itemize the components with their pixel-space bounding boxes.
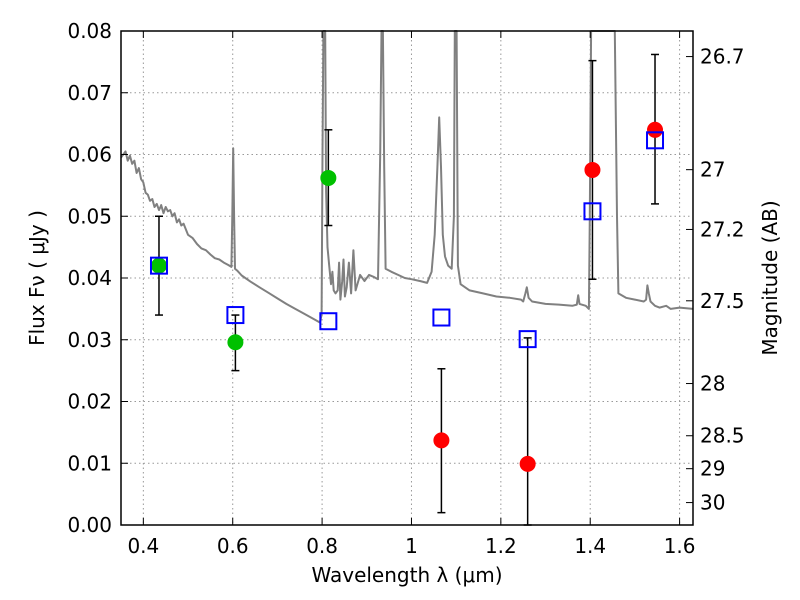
x-tick-label: 0.4 [127,534,159,558]
y-axis-label: Flux Fν ( μJy ) [25,210,49,346]
x-tick-label: 1.4 [574,534,606,558]
model-spectrum [120,30,694,324]
y-tick-label: 0.03 [67,328,112,352]
y-tick-label: 0.02 [67,390,112,414]
y-tick-label: 0.00 [67,513,112,537]
spectrum-line [120,30,694,324]
data-point [647,121,664,138]
model-point [583,202,602,221]
y2-tick-label: 28 [700,372,725,396]
model-point [319,312,338,331]
y2-tick-label: 27 [700,158,725,182]
x-tick-label: 1.6 [664,534,696,558]
y2-tick-label: 27.5 [700,289,745,313]
y-tick-label: 0.07 [67,81,112,105]
x-tick-label: 0.6 [217,534,249,558]
x-tick-label: 1 [405,534,418,558]
data-point [584,161,601,178]
data-point [433,432,450,449]
y-tick-label: 0.06 [67,143,112,167]
x-tick-labels: 0.4 0.6 0.8 1 1.2 1.4 1.6 [127,534,695,558]
model-point [518,330,537,349]
data-point [227,334,244,351]
model-point [149,256,168,275]
y2-axis-label: Magnitude (AB) [758,200,782,355]
data-point [150,257,167,274]
model-point [226,306,245,325]
y-tick-labels: 0.00 0.01 0.02 0.03 0.04 0.05 0.06 0.07 0.08 [67,19,112,537]
y-tick-label: 0.01 [67,451,112,475]
y2-tick-labels: 26.7 27 27.2 27.5 28 28.5 29 30 [700,45,745,515]
y-tick-label: 0.04 [67,266,112,290]
y2-tick-label: 27.2 [700,217,745,241]
axis-ticks [121,30,693,526]
y-tick-label: 0.05 [67,204,112,228]
model-point [646,131,665,150]
y2-tick-label: 30 [700,491,725,515]
y-tick-label: 0.08 [67,19,112,43]
x-tick-label: 1.2 [485,534,517,558]
x-axis-label: Wavelength λ (μm) [311,563,502,587]
data-point [519,455,536,472]
data-markers [149,121,665,472]
y2-tick-label: 29 [700,457,725,481]
data-point [320,169,337,186]
y2-tick-label: 26.7 [700,45,745,69]
x-tick-label: 0.8 [306,534,338,558]
model-point [432,308,451,327]
y2-tick-label: 28.5 [700,424,745,448]
